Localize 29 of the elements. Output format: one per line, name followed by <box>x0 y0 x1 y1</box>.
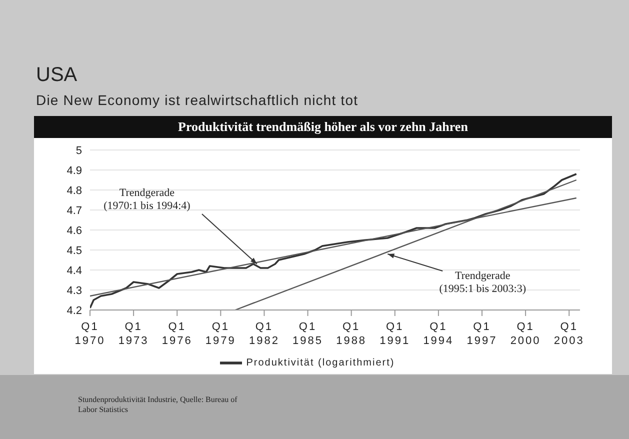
annotation: Trendgerade (1970:1 bis 1994:4) <box>104 187 191 212</box>
y-tick-label: 4.4 <box>66 264 82 277</box>
y-tick-label: 4.2 <box>66 304 82 317</box>
x-tick-label: Q1 1970 <box>74 321 106 347</box>
y-tick-label: 5 <box>76 144 82 157</box>
line-series <box>90 173 578 309</box>
x-tick-label: Q1 2000 <box>510 321 541 347</box>
y-tick-label: 4.5 <box>66 244 82 257</box>
x-tick-label: Q1 1994 <box>423 321 454 347</box>
x-tick-label: Q1 2003 <box>554 321 584 347</box>
x-tick-label: Q1 1985 <box>292 321 324 347</box>
x-tick-label: Q1 1979 <box>205 321 236 347</box>
y-tick-label: 4.6 <box>66 224 82 237</box>
x-tick-label: Q1 1988 <box>336 321 367 347</box>
annotation: Trendgerade (1995:1 bis 2003:3) <box>439 270 526 295</box>
x-tick-label: Q1 1982 <box>248 321 280 347</box>
x-tick-label: Q1 1973 <box>118 321 149 347</box>
chart-title: USA <box>36 64 78 87</box>
y-tick-label: 4.8 <box>66 184 82 197</box>
x-tick-label: Q1 1997 <box>466 321 498 347</box>
text: Stundenproduktivität Industrie, Quelle: Bureau of Labor Statistics <box>78 395 238 415</box>
legend-label: Produktivität (logarithmiert) <box>246 358 395 369</box>
y-tick-label: 4.3 <box>66 284 82 297</box>
text: Produktivität trendmäßig höher als vor zehn Jahren <box>34 116 612 138</box>
x-tick-label: Q1 1991 <box>380 321 410 347</box>
y-tick-label: 4.7 <box>66 204 82 217</box>
y-tick-label: 4.9 <box>66 164 82 177</box>
chart-subtitle: Die New Economy ist realwirtschaftlich nicht tot <box>36 92 358 108</box>
x-tick-label: Q1 1976 <box>162 321 192 347</box>
